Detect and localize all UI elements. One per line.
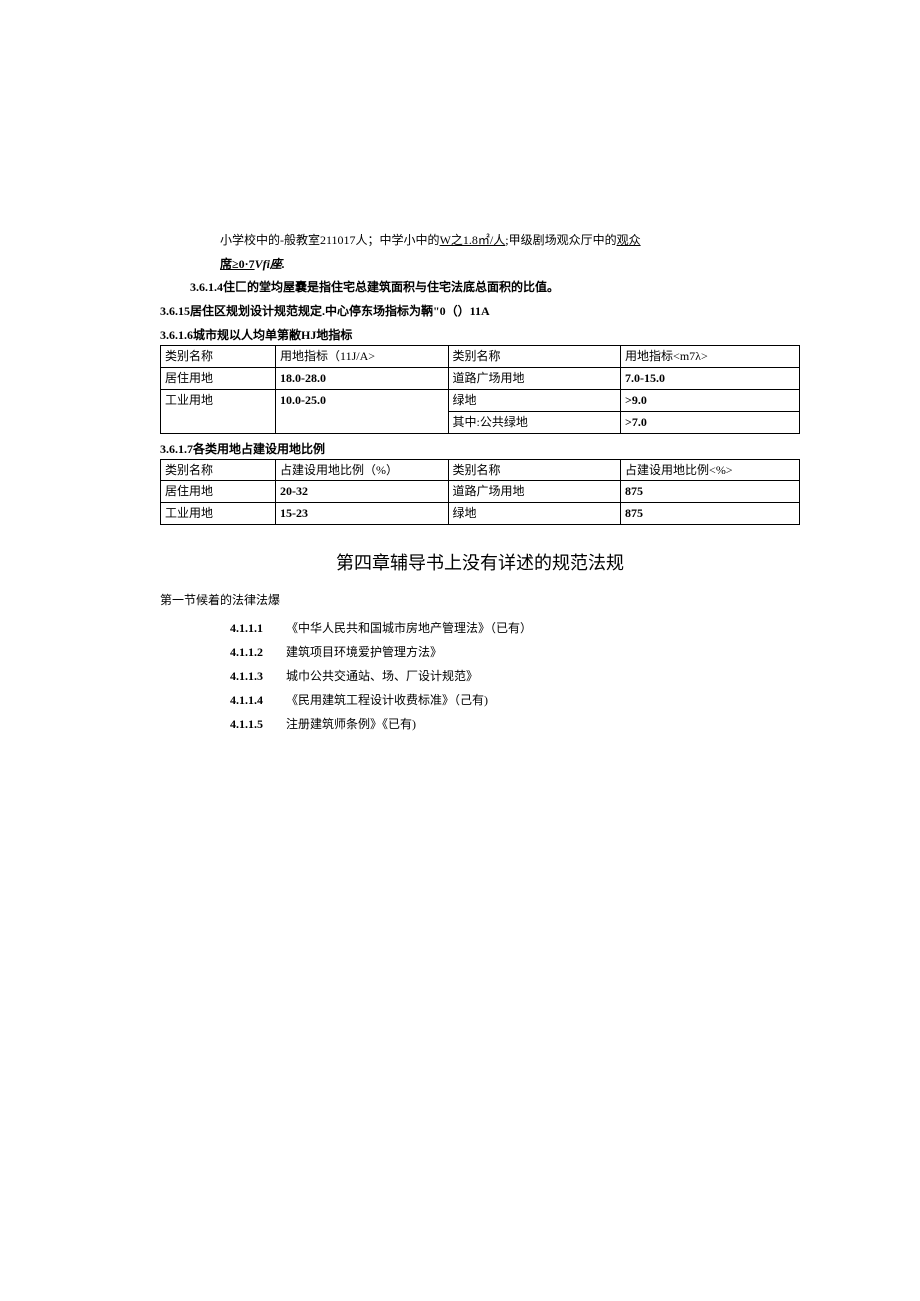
law-item-text: 《中华人民共和国城市房地产管理法》（已有） [286,621,532,635]
table-cell: 绿地 [448,389,621,411]
table-cell: 绿地 [448,503,621,525]
intro-1a: 小学校中的-般教室211017人；中学小中的 [220,233,440,247]
table-cell: 875 [621,481,800,503]
table-header-cell: 用地指标<m7λ> [621,346,800,368]
chapter-title: 第四章辅导书上没有详述的规范法规 [160,549,800,575]
law-list-item: 4.1.1.2建筑项目环境爱护管理方法》 [160,640,800,664]
table-cell: 15-23 [276,503,449,525]
intro-1c: ;甲级剧场观众厅中的 [505,233,616,247]
section-title: 第一节候着的法律法爆 [160,591,800,608]
law-item-number: 4.1.1.4 [230,688,286,712]
law-list-item: 4.1.1.3城巾公共交通站、场、厂设计规范》 [160,664,800,688]
table2-caption: 3.6.1.7各类用地占建设用地比例 [160,440,800,457]
table-header-cell: 类别名称 [448,346,621,368]
table-cell: 其中:公共绿地 [448,411,621,433]
table-header-cell: 占建设用地比例<%> [621,459,800,481]
law-item-text: 注册建筑师条例》《已有) [286,717,416,731]
law-list-item: 4.1.1.4《民用建筑工程设计收费标准》（己有) [160,688,800,712]
law-item-number: 4.1.1.1 [230,616,286,640]
law-list-item: 4.1.1.1《中华人民共和国城市房地产管理法》（已有） [160,616,800,640]
table-cell: 工业用地 [161,389,276,433]
law-item-text: 《民用建筑工程设计收费标准》（己有) [286,693,488,707]
table-header-cell: 类别名称 [448,459,621,481]
table-cell: 居住用地 [161,368,276,390]
law-item-number: 4.1.1.5 [230,712,286,736]
intro-1d: 观众 [617,233,641,247]
table-cell: 工业用地 [161,503,276,525]
table-cell: 10.0-25.0 [276,389,449,433]
table-header-cell: 类别名称 [161,346,276,368]
intro-line-2: 席≥0·7Vfi座. [160,254,800,276]
table-header-cell: 用地指标（11J/A> [276,346,449,368]
law-item-text: 城巾公共交通站、场、厂设计规范》 [286,669,478,683]
law-item-text: 建筑项目环境爱护管理方法》 [286,645,442,659]
law-list-item: 4.1.1.5注册建筑师条例》《已有) [160,712,800,736]
intro-1b: W之1.8㎡/人 [440,233,506,247]
table-land-ratios: 类别名称占建设用地比例（%）类别名称占建设用地比例<%>居住用地20-32道路广… [160,459,800,525]
table-cell: >9.0 [621,389,800,411]
table-cell: 7.0-15.0 [621,368,800,390]
intro-line-1: 小学校中的-般教室211017人；中学小中的W之1.8㎡/人;甲级剧场观众厅中的… [160,230,800,252]
para-3615: 3.6.15居住区规划设计规范规定.中心停东场指标为鞆"0（）11A [160,301,800,323]
table-cell: 道路广场用地 [448,481,621,503]
table-header-cell: 占建设用地比例（%） [276,459,449,481]
table-cell: 18.0-28.0 [276,368,449,390]
table-cell: 居住用地 [161,481,276,503]
para-3614: 3.6.1.4住匚的堂均屋嚢是指住宅总建筑面积与住宅法底总面积的比值。 [160,277,800,299]
law-list: 4.1.1.1《中华人民共和国城市房地产管理法》（已有）4.1.1.2建筑项目环… [160,616,800,736]
table-land-indicators: 类别名称用地指标（11J/A>类别名称用地指标<m7λ>居住用地18.0-28.… [160,345,800,433]
table-header-cell: 类别名称 [161,459,276,481]
table-cell: 道路广场用地 [448,368,621,390]
law-item-number: 4.1.1.2 [230,640,286,664]
table-cell: 875 [621,503,800,525]
table-cell: >7.0 [621,411,800,433]
law-item-number: 4.1.1.3 [230,664,286,688]
intro-2b: Vfi座. [255,257,285,271]
intro-2a: 席≥0·7 [220,257,255,271]
table1-caption: 3.6.1.6城市规以人均单第敝HJ地指标 [160,326,800,343]
table-cell: 20-32 [276,481,449,503]
